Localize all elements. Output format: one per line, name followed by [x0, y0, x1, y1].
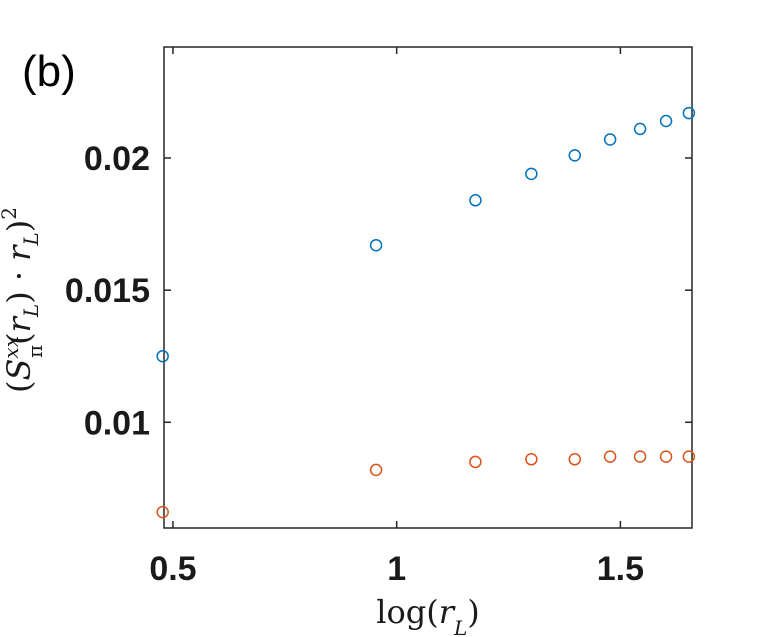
data-point-series-1 [633, 122, 647, 136]
data-point-series-2 [682, 450, 696, 463]
data-point-series-2 [525, 453, 538, 466]
data-point-series-2 [469, 455, 482, 469]
data-point-series-2 [156, 505, 169, 519]
y-axis: 0.01 0.015 0.02 [65, 140, 692, 442]
y-tick-label: 0.02 [84, 140, 150, 178]
data-point-series-1 [603, 133, 617, 146]
data-point-series-2 [369, 463, 383, 477]
data-point-series-2 [659, 450, 673, 463]
x-axis: 0.5 1 1.5 [149, 47, 644, 588]
panel-label: (b) [22, 47, 76, 96]
data-point-series-1 [469, 194, 482, 207]
x-tick-label: 1 [387, 550, 406, 588]
data-point-series-2 [603, 450, 617, 463]
x-axis-label: log(rL) [376, 593, 480, 637]
y-tick-label: 0.015 [65, 272, 150, 310]
plot-frame [163, 46, 693, 529]
axes-box [163, 46, 693, 529]
y-tick-label: 0.01 [84, 404, 150, 442]
data-point-series-1 [525, 167, 538, 181]
x-tick-label: 1.5 [597, 550, 644, 588]
data-point-series-1 [568, 149, 582, 162]
data-point-series-1 [659, 114, 673, 128]
data-points [156, 106, 696, 519]
data-point-series-1 [156, 349, 169, 363]
data-point-series-2 [633, 450, 647, 463]
y-axis-label: (Sxxπ(rL) · rL)2 [0, 207, 47, 393]
x-tick-label: 0.5 [149, 550, 196, 588]
data-point-series-2 [568, 453, 582, 466]
data-point-series-1 [369, 238, 383, 252]
data-point-series-1 [682, 106, 696, 120]
